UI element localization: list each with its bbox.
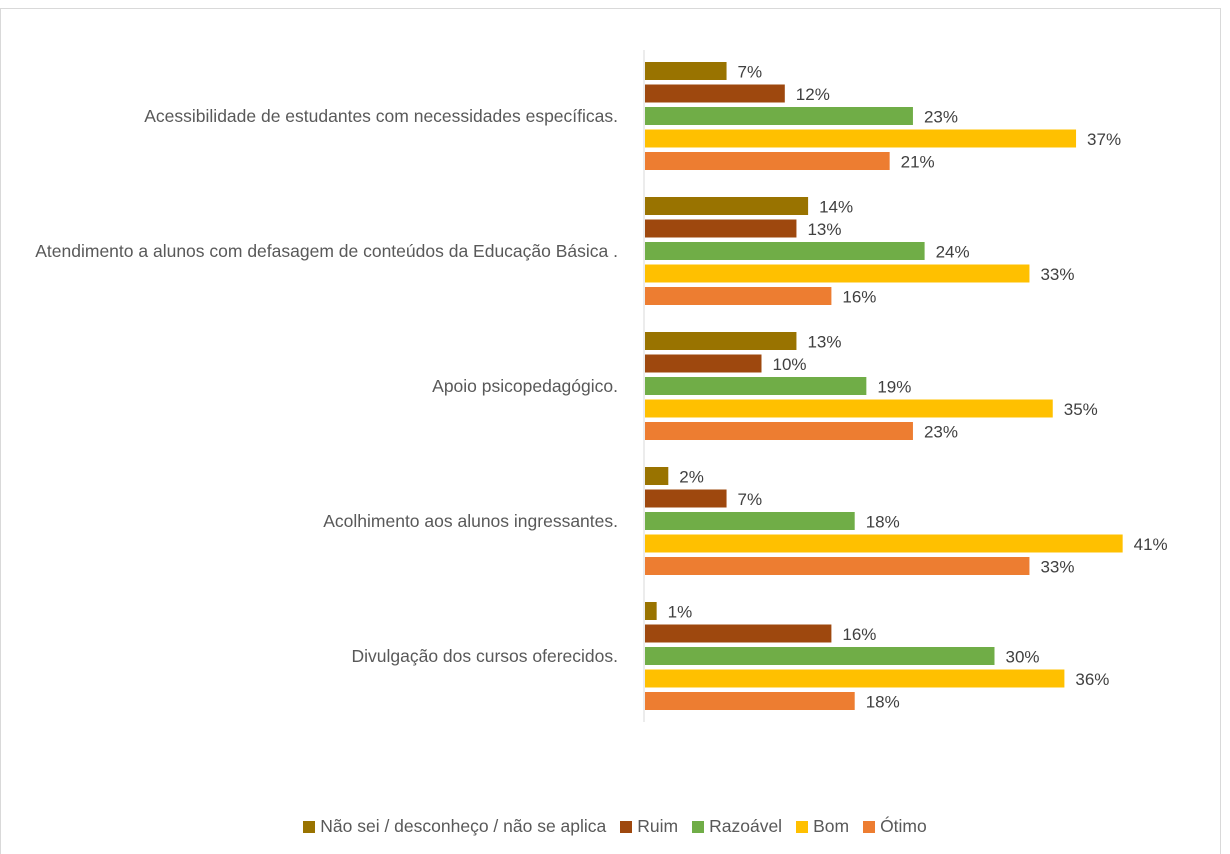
data-label: 13% <box>807 220 841 239</box>
bar <box>645 242 925 260</box>
category-label: Divulgação dos cursos oferecidos. <box>351 646 618 666</box>
data-label: 33% <box>1040 557 1074 576</box>
data-label: 7% <box>738 490 763 509</box>
data-label: 14% <box>819 197 853 216</box>
category-label: Apoio psicopedagógico. <box>432 376 618 396</box>
legend: Não sei / desconheço / não se aplica Ruim… <box>0 816 1230 837</box>
legend-swatch <box>303 820 316 833</box>
legend-label: Razoável <box>709 816 783 836</box>
legend-label: Ruim <box>637 816 679 836</box>
bar <box>645 332 797 350</box>
category-label: Acessibilidade de estudantes com necessi… <box>144 106 618 126</box>
bar <box>645 129 1077 148</box>
bar <box>645 107 913 125</box>
data-label: 30% <box>1006 647 1040 666</box>
legend-label: Bom <box>813 816 850 836</box>
legend-swatch <box>620 820 633 833</box>
bar <box>645 287 832 305</box>
bar <box>645 647 995 665</box>
bar <box>645 624 832 643</box>
legend-label: Ótimo <box>880 816 927 836</box>
bar <box>645 489 727 508</box>
bar <box>645 467 669 485</box>
bar <box>645 602 657 620</box>
data-label: 18% <box>866 692 900 711</box>
data-label: 13% <box>807 332 841 351</box>
data-label: 16% <box>842 287 876 306</box>
data-label: 1% <box>668 602 693 621</box>
bar <box>645 354 762 373</box>
legend-item: Razoável <box>692 816 782 837</box>
bar <box>645 377 867 395</box>
data-label: 18% <box>866 512 900 531</box>
legend-item: Não sei / desconheço / não se aplica <box>303 816 606 837</box>
category-label: Acolhimento aos alunos ingressantes. <box>323 511 618 531</box>
category-label: Atendimento a alunos com defasagem de co… <box>35 241 618 261</box>
bar <box>645 197 809 215</box>
data-label: 37% <box>1087 130 1121 149</box>
legend-swatch <box>692 820 705 833</box>
data-label: 23% <box>924 107 958 126</box>
data-label: 2% <box>679 467 704 486</box>
bar <box>645 422 913 440</box>
legend-item: Bom <box>796 816 849 837</box>
data-label: 7% <box>738 62 763 81</box>
data-label: 23% <box>924 422 958 441</box>
data-label: 19% <box>877 377 911 396</box>
bar <box>645 399 1053 418</box>
legend-swatch <box>796 820 809 833</box>
data-label: 33% <box>1040 265 1074 284</box>
legend-item: Ruim <box>620 816 678 837</box>
legend-item: Ótimo <box>863 816 927 837</box>
data-label: 24% <box>936 242 970 261</box>
data-label: 12% <box>796 85 830 104</box>
data-label: 35% <box>1064 400 1098 419</box>
bar <box>645 669 1065 688</box>
bar <box>645 62 727 80</box>
bar <box>645 512 855 530</box>
bar <box>645 557 1030 575</box>
bar <box>645 534 1123 553</box>
bar <box>645 264 1030 283</box>
legend-label: Não sei / desconheço / não se aplica <box>320 816 607 836</box>
bar <box>645 84 785 103</box>
data-label: 10% <box>773 355 807 374</box>
chart-border <box>0 8 1221 854</box>
bar <box>645 152 890 170</box>
bar <box>645 219 797 238</box>
data-label: 41% <box>1134 535 1168 554</box>
data-label: 21% <box>901 152 935 171</box>
data-label: 36% <box>1075 670 1109 689</box>
data-label: 16% <box>842 625 876 644</box>
bar <box>645 692 855 710</box>
legend-swatch <box>863 820 876 833</box>
